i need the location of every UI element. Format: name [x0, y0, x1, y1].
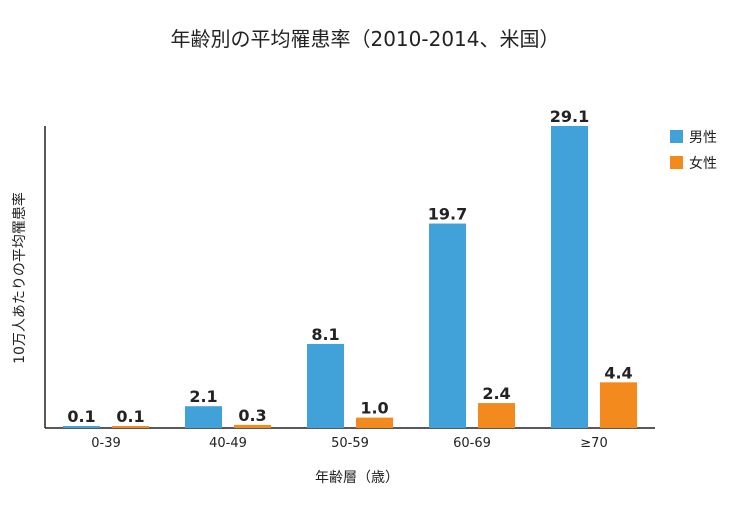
bar-female-3: [478, 403, 515, 428]
legend-swatch-female: [670, 156, 683, 169]
data-label-female-3: 2.4: [482, 384, 510, 403]
legend-label-male: 男性: [689, 130, 717, 146]
y-axis-label: 10万人あたりの平均罹患率: [11, 192, 28, 364]
x-tick-label-2: 50-59: [331, 436, 369, 451]
bar-male-0: [63, 426, 100, 428]
bar-female-2: [356, 417, 393, 428]
bar-male-2: [307, 343, 344, 428]
x-tick-labels: 0-39 40-49 50-59 60-69 ≥70: [91, 436, 607, 451]
bars-group: 0.1 0.1 2.1 0.3 8.1 1.0 19.7 2.4 29.1 4.4: [63, 107, 637, 428]
data-label-male-2: 8.1: [311, 325, 339, 344]
bar-female-0: [112, 426, 149, 428]
data-label-female-2: 1.0: [360, 399, 388, 418]
bar-male-4: [551, 126, 588, 428]
data-label-male-1: 2.1: [189, 387, 217, 406]
data-label-female-0: 0.1: [116, 407, 144, 426]
legend-swatch-male: [670, 130, 683, 143]
bar-female-4: [600, 382, 637, 428]
data-label-male-3: 19.7: [428, 205, 467, 224]
chart-title: 年齢別の平均罹患率（2010-2014、米国）: [170, 27, 559, 51]
x-tick-label-4: ≥70: [580, 436, 607, 451]
data-label-male-0: 0.1: [67, 407, 95, 426]
data-label-female-4: 4.4: [604, 363, 632, 382]
x-tick-label-0: 0-39: [91, 436, 121, 451]
bar-female-1: [234, 424, 271, 428]
data-label-male-4: 29.1: [550, 107, 589, 126]
x-tick-label-1: 40-49: [209, 436, 247, 451]
x-tick-label-3: 60-69: [453, 436, 491, 451]
bar-male-1: [185, 406, 222, 428]
legend-label-female: 女性: [689, 155, 717, 172]
bar-male-3: [429, 223, 466, 428]
data-label-female-1: 0.3: [238, 406, 266, 425]
x-axis-label: 年齢層（歳）: [315, 470, 399, 486]
